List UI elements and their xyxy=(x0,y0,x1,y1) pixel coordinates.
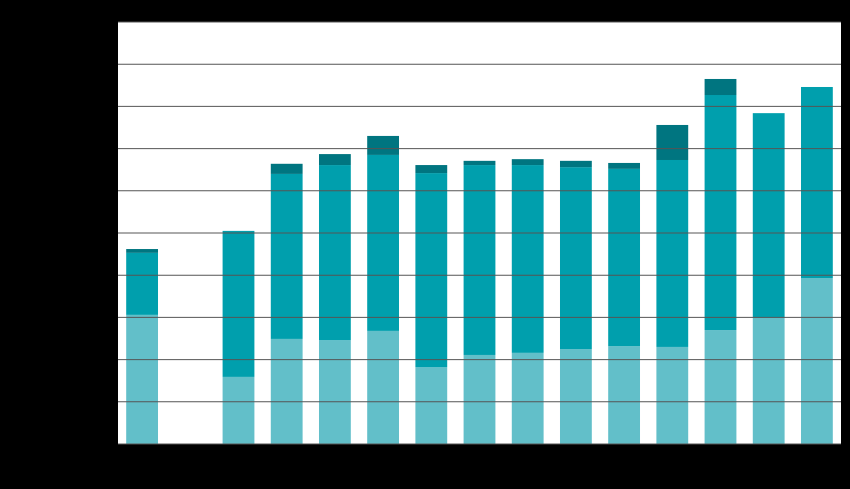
bar-segment xyxy=(608,162,641,169)
bar-segment xyxy=(222,230,255,377)
bar-segment xyxy=(559,160,592,168)
bar-segment xyxy=(656,346,689,444)
bar-segment xyxy=(126,252,159,315)
bar-segment xyxy=(608,168,641,347)
bar-segment xyxy=(463,354,496,444)
bar-segment xyxy=(656,159,689,347)
bar-segment xyxy=(511,352,544,444)
bar-segment xyxy=(704,95,737,331)
bar-segment xyxy=(559,167,592,350)
bar-segment xyxy=(511,159,544,166)
bar-segment xyxy=(800,278,833,444)
bar-segment xyxy=(800,86,833,279)
bar-segment xyxy=(318,165,351,341)
bar-segment xyxy=(463,160,496,166)
bar-segment xyxy=(318,154,351,166)
bar-segment xyxy=(126,314,159,444)
bar-segment xyxy=(367,154,400,331)
bar-segment xyxy=(270,163,303,174)
bar-segment xyxy=(463,165,496,355)
bar-segment xyxy=(367,330,400,444)
bar-segment xyxy=(704,78,737,96)
bar-segment xyxy=(415,367,448,444)
bar-segment xyxy=(704,330,737,444)
bar-segment xyxy=(752,317,785,444)
bar-segment xyxy=(367,135,400,155)
bar-segment xyxy=(126,249,159,253)
bar-segment xyxy=(415,173,448,368)
bar-segment xyxy=(656,124,689,160)
bar-segment xyxy=(559,349,592,444)
bar-segment xyxy=(608,346,641,444)
bar-segment xyxy=(511,165,544,353)
bar-segment xyxy=(222,376,255,444)
bar-segment xyxy=(415,165,448,174)
bar-segment xyxy=(318,340,351,444)
bar-segment xyxy=(270,173,303,339)
bar-segment xyxy=(270,338,303,444)
bar-segment xyxy=(752,113,785,318)
